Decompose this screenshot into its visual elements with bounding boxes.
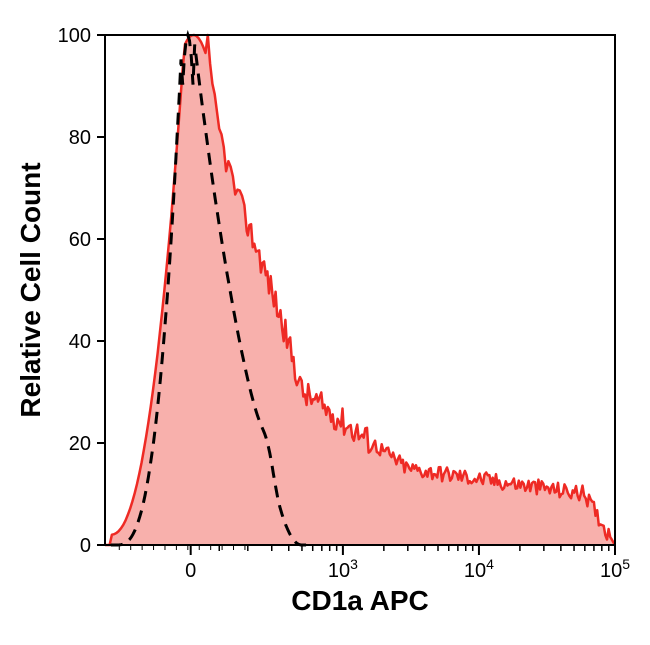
svg-text:105: 105: [600, 556, 630, 582]
svg-text:20: 20: [69, 433, 91, 455]
svg-text:0: 0: [80, 535, 91, 557]
svg-text:0: 0: [185, 560, 196, 582]
svg-text:40: 40: [69, 331, 91, 353]
svg-text:104: 104: [464, 556, 494, 582]
svg-text:80: 80: [69, 127, 91, 149]
chart-svg: 0 20 40 60 80 100 Relative Cell Count 0 103 104 10…: [10, 10, 640, 635]
svg-text:100: 100: [58, 25, 91, 47]
svg-text:Relative Cell Count: Relative Cell Count: [15, 162, 46, 417]
flow-cytometry-histogram: 0 20 40 60 80 100 Relative Cell Count 0 103 104 10…: [10, 10, 640, 635]
svg-text:CD1a APC: CD1a APC: [291, 585, 428, 616]
svg-text:103: 103: [328, 556, 358, 582]
svg-text:60: 60: [69, 229, 91, 251]
